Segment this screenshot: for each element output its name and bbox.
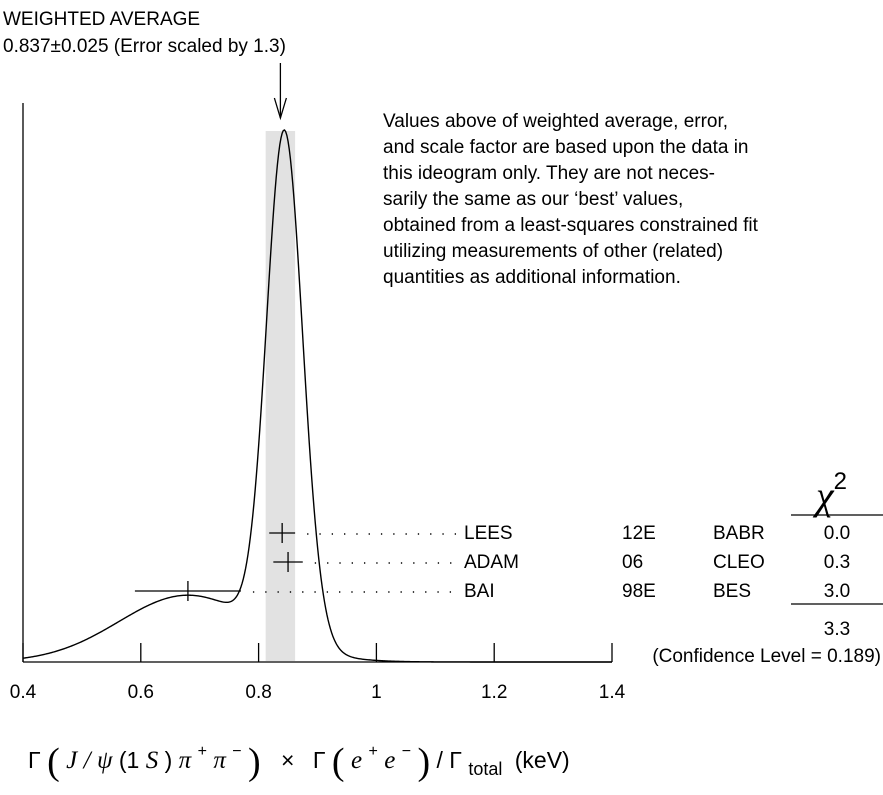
confidence-level: (Confidence Level = 0.189) (652, 646, 881, 667)
year-bai: 98E (622, 581, 656, 602)
x-tick-label-0.6: 0.6 (128, 682, 154, 703)
x-tick-label-1.2: 1.2 (481, 682, 507, 703)
experiment-lees: BABR (713, 523, 765, 544)
weighted-average-arrow (273, 63, 288, 121)
note-line-4: sarily the same as our ‘best’ values, (383, 189, 683, 210)
chi2-header: χ2 (812, 468, 847, 518)
x-axis-label: Γ ( J / ψ (1 S ) π + π − ) × Γ ( e + e −… (28, 735, 570, 783)
note-line-2: and scale factor are based upon the data… (383, 137, 748, 158)
chi2-adam: 0.3 (824, 552, 850, 573)
x-tick-label-0.4: 0.4 (10, 682, 37, 703)
note-line-3: this ideogram only. They are not neces- (383, 163, 715, 184)
chart-title: WEIGHTED AVERAGE (3, 9, 200, 30)
label-bai: BAI (464, 581, 495, 602)
measurement-adam: ADAM 06 CLEO 0.3 (273, 552, 850, 573)
measurement-bai: BAI 98E BES 3.0 (134, 581, 850, 602)
note-line-5: obtained from a least-squares constraine… (383, 215, 759, 236)
chart-subtitle: 0.837±0.025 (Error scaled by 1.3) (3, 36, 286, 57)
experiment-adam: CLEO (713, 552, 765, 573)
note-line-7: quantities as additional information. (383, 267, 681, 288)
x-tick-label-1: 1 (371, 682, 382, 703)
note-line-1: Values above of weighted average, error, (383, 111, 728, 132)
year-adam: 06 (622, 552, 643, 573)
label-adam: ADAM (464, 552, 519, 573)
explanatory-note: Values above of weighted average, error,… (383, 111, 759, 288)
chi2-bai: 3.0 (824, 581, 850, 602)
measurement-lees: LEES 12E BABR 0.0 (269, 523, 850, 544)
x-tick-label-1.4: 1.4 (599, 682, 626, 703)
chi2-lees: 0.0 (824, 523, 850, 544)
label-lees: LEES (464, 523, 513, 544)
svg-text:Γ ( J /: Γ ( J / ψ (1 S ) π + π − ) × Γ ( e + e −… (28, 735, 570, 783)
year-lees: 12E (622, 523, 656, 544)
weighted-average-band (265, 131, 296, 661)
note-line-6: utilizing measurements of other (related… (383, 241, 723, 262)
x-tick-label-0.8: 0.8 (245, 682, 271, 703)
chi2-total: 3.3 (824, 619, 850, 640)
experiment-bai: BES (713, 581, 751, 602)
